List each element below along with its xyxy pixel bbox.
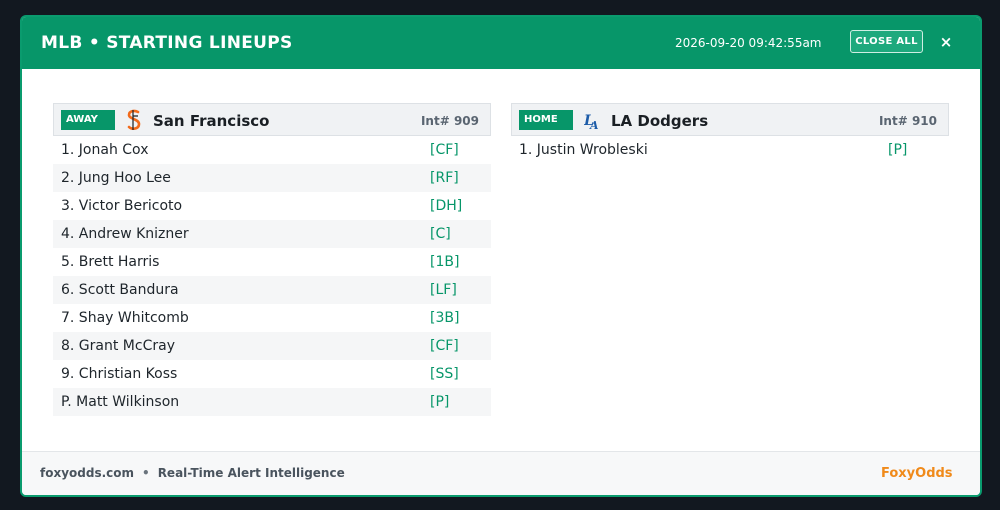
player-name: 3. Victor Bericoto — [61, 198, 183, 214]
modal-header: MLB • STARTING LINEUPS 2026-09-20 09:42:… — [22, 17, 980, 69]
modal-title: MLB • STARTING LINEUPS — [41, 33, 293, 53]
home-team-name: LA Dodgers — [611, 112, 709, 130]
lineup-row: 8. Grant McCray [CF] — [53, 332, 491, 360]
player-position: [RF] — [430, 170, 459, 186]
lineup-row: 5. Brett Harris [1B] — [53, 248, 491, 276]
player-position: [P] — [430, 394, 450, 410]
player-name: P. Matt Wilkinson — [61, 394, 180, 410]
lineup-row: 6. Scott Bandura [LF] — [53, 276, 491, 304]
player-position: [P] — [888, 142, 908, 158]
home-team-header: HOME L A LA Dodgers Int# 910 — [511, 103, 949, 136]
footer-separator: • — [142, 466, 150, 480]
player-position: [LF] — [430, 282, 457, 298]
player-name: 7. Shay Whitcomb — [61, 310, 189, 326]
timestamp: 2026-09-20 09:42:55am — [675, 36, 822, 50]
footer-site-link[interactable]: foxyodds.com — [40, 466, 135, 480]
lineup-row: 4. Andrew Knizner [C] — [53, 220, 491, 248]
away-badge: AWAY — [61, 110, 115, 130]
svg-text:L: L — [584, 113, 594, 129]
player-position: [DH] — [430, 198, 463, 214]
lineup-row: 9. Christian Koss [SS] — [53, 360, 491, 388]
player-position: [SS] — [430, 366, 459, 382]
player-name: 8. Grant McCray — [61, 338, 175, 354]
player-name: 6. Scott Bandura — [61, 282, 179, 298]
away-team-panel: AWAY San Francisco Int# 909 1. Jonah Cox… — [53, 103, 491, 416]
modal-footer: foxyodds.com • Real-Time Alert Intelligenc… — [22, 451, 980, 495]
player-position: [CF] — [430, 338, 459, 354]
footer-tagline: Real-Time Alert Intelligence — [157, 466, 345, 480]
player-name: 1. Justin Wrobleski — [519, 142, 648, 158]
home-int-number: Int# 910 — [878, 114, 937, 128]
player-name: 5. Brett Harris — [61, 254, 160, 270]
lineup-row: 3. Victor Bericoto [DH] — [53, 192, 491, 220]
player-position: [CF] — [430, 142, 459, 158]
close-all-button[interactable]: CLOSE ALL — [850, 30, 923, 53]
player-position: [C] — [430, 226, 451, 242]
away-team-name: San Francisco — [153, 112, 270, 130]
lineup-row: 1. Justin Wrobleski [P] — [511, 136, 949, 164]
away-int-number: Int# 909 — [420, 114, 479, 128]
player-name: 1. Jonah Cox — [61, 142, 149, 158]
lineup-row: 7. Shay Whitcomb [3B] — [53, 304, 491, 332]
away-team-header: AWAY San Francisco Int# 909 — [53, 103, 491, 136]
player-name: 9. Christian Koss — [61, 366, 178, 382]
player-name: 2. Jung Hoo Lee — [61, 170, 171, 186]
la-dodgers-logo-icon: L A — [584, 109, 600, 131]
home-badge: HOME — [519, 110, 573, 130]
home-team-panel: HOME L A LA Dodgers Int# 910 1. Justin W… — [511, 103, 949, 164]
player-position: [3B] — [430, 310, 460, 326]
close-icon[interactable]: × — [939, 33, 953, 51]
footer-info: foxyodds.com • Real-Time Alert Intelligenc… — [40, 466, 345, 480]
sf-giants-logo-icon — [126, 109, 142, 131]
home-lineup-list: 1. Justin Wrobleski [P] — [511, 136, 949, 164]
svg-text:A: A — [589, 119, 599, 131]
away-lineup-list: 1. Jonah Cox [CF] 2. Jung Hoo Lee [RF] 3. Vi… — [53, 136, 491, 416]
lineups-modal: MLB • STARTING LINEUPS 2026-09-20 09:42:… — [20, 15, 982, 497]
footer-brand: FoxyOdds — [881, 466, 953, 481]
player-name: 4. Andrew Knizner — [61, 226, 189, 242]
lineup-row: P. Matt Wilkinson [P] — [53, 388, 491, 416]
player-position: [1B] — [430, 254, 460, 270]
lineup-row: 2. Jung Hoo Lee [RF] — [53, 164, 491, 192]
lineup-row: 1. Jonah Cox [CF] — [53, 136, 491, 164]
